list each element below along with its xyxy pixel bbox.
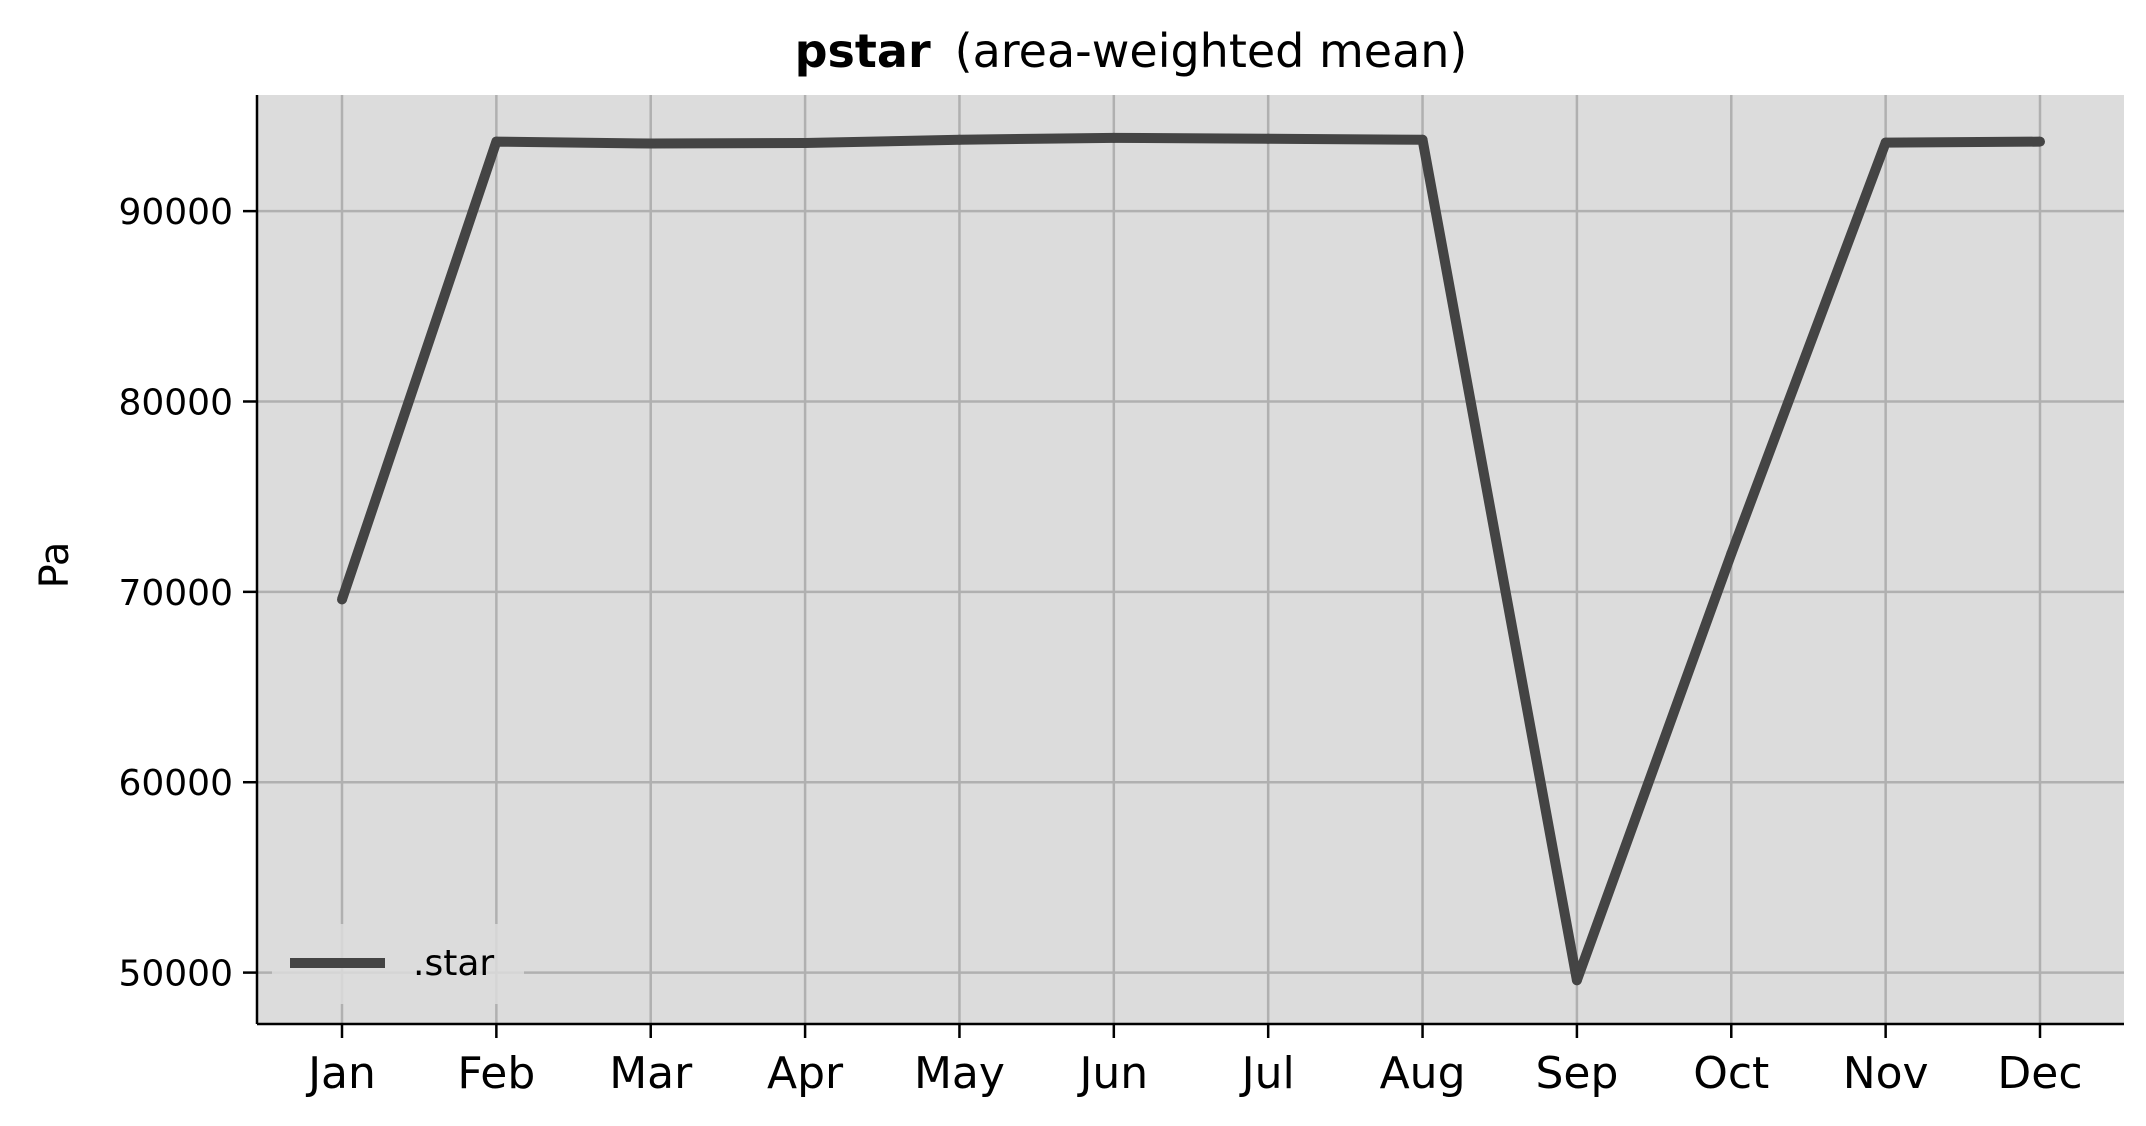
data-point <box>1108 132 1119 143</box>
data-point <box>800 137 811 148</box>
chart-title: pstar (area-weighted mean) <box>795 24 1468 78</box>
chart-title-bold: pstar <box>795 24 931 78</box>
x-tick-label: Aug <box>1380 1048 1466 1099</box>
y-tick-label: 60000 <box>118 763 233 804</box>
x-tick-label: Jun <box>1076 1048 1148 1099</box>
series-layer <box>337 132 2045 986</box>
data-point <box>337 594 347 605</box>
data-point <box>1263 133 1274 144</box>
data-point <box>1880 137 1891 148</box>
chart-title-rest: (area-weighted mean) <box>955 24 1468 78</box>
y-tick-label: 70000 <box>118 573 233 614</box>
data-point <box>1571 975 1582 986</box>
x-tick-label: Nov <box>1843 1048 1929 1099</box>
y-axis-label: Pa <box>32 542 78 589</box>
y-ticks: 50000 60000 70000 80000 90000 <box>118 192 257 995</box>
y-tick-label: 50000 <box>118 954 233 995</box>
x-tick-label: Apr <box>767 1048 844 1099</box>
x-ticks: Jan Feb Mar Apr May Jun Jul Aug Sep Oct Nov Dec <box>305 1024 2083 1099</box>
plot-background <box>257 95 2124 1024</box>
x-tick-label: Oct <box>1693 1048 1769 1099</box>
x-tick-label: Sep <box>1535 1048 1618 1099</box>
data-point <box>2035 136 2045 147</box>
legend: .star <box>272 924 524 1004</box>
y-tick-label: 90000 <box>118 192 233 233</box>
x-tick-label: Jan <box>305 1048 376 1099</box>
x-tick-label: Feb <box>457 1048 535 1099</box>
data-point <box>1726 548 1737 559</box>
legend-label: .star <box>413 943 494 984</box>
x-tick-label: Jul <box>1239 1048 1295 1099</box>
data-point <box>1417 134 1428 145</box>
x-tick-label: May <box>914 1048 1005 1099</box>
data-point <box>645 138 656 149</box>
x-tick-label: Mar <box>609 1048 693 1099</box>
data-point <box>491 136 502 147</box>
series-line <box>337 132 2041 986</box>
grid <box>257 95 2124 1024</box>
y-tick-label: 80000 <box>118 382 233 423</box>
data-point <box>954 134 965 145</box>
x-tick-label: Dec <box>1997 1048 2082 1099</box>
